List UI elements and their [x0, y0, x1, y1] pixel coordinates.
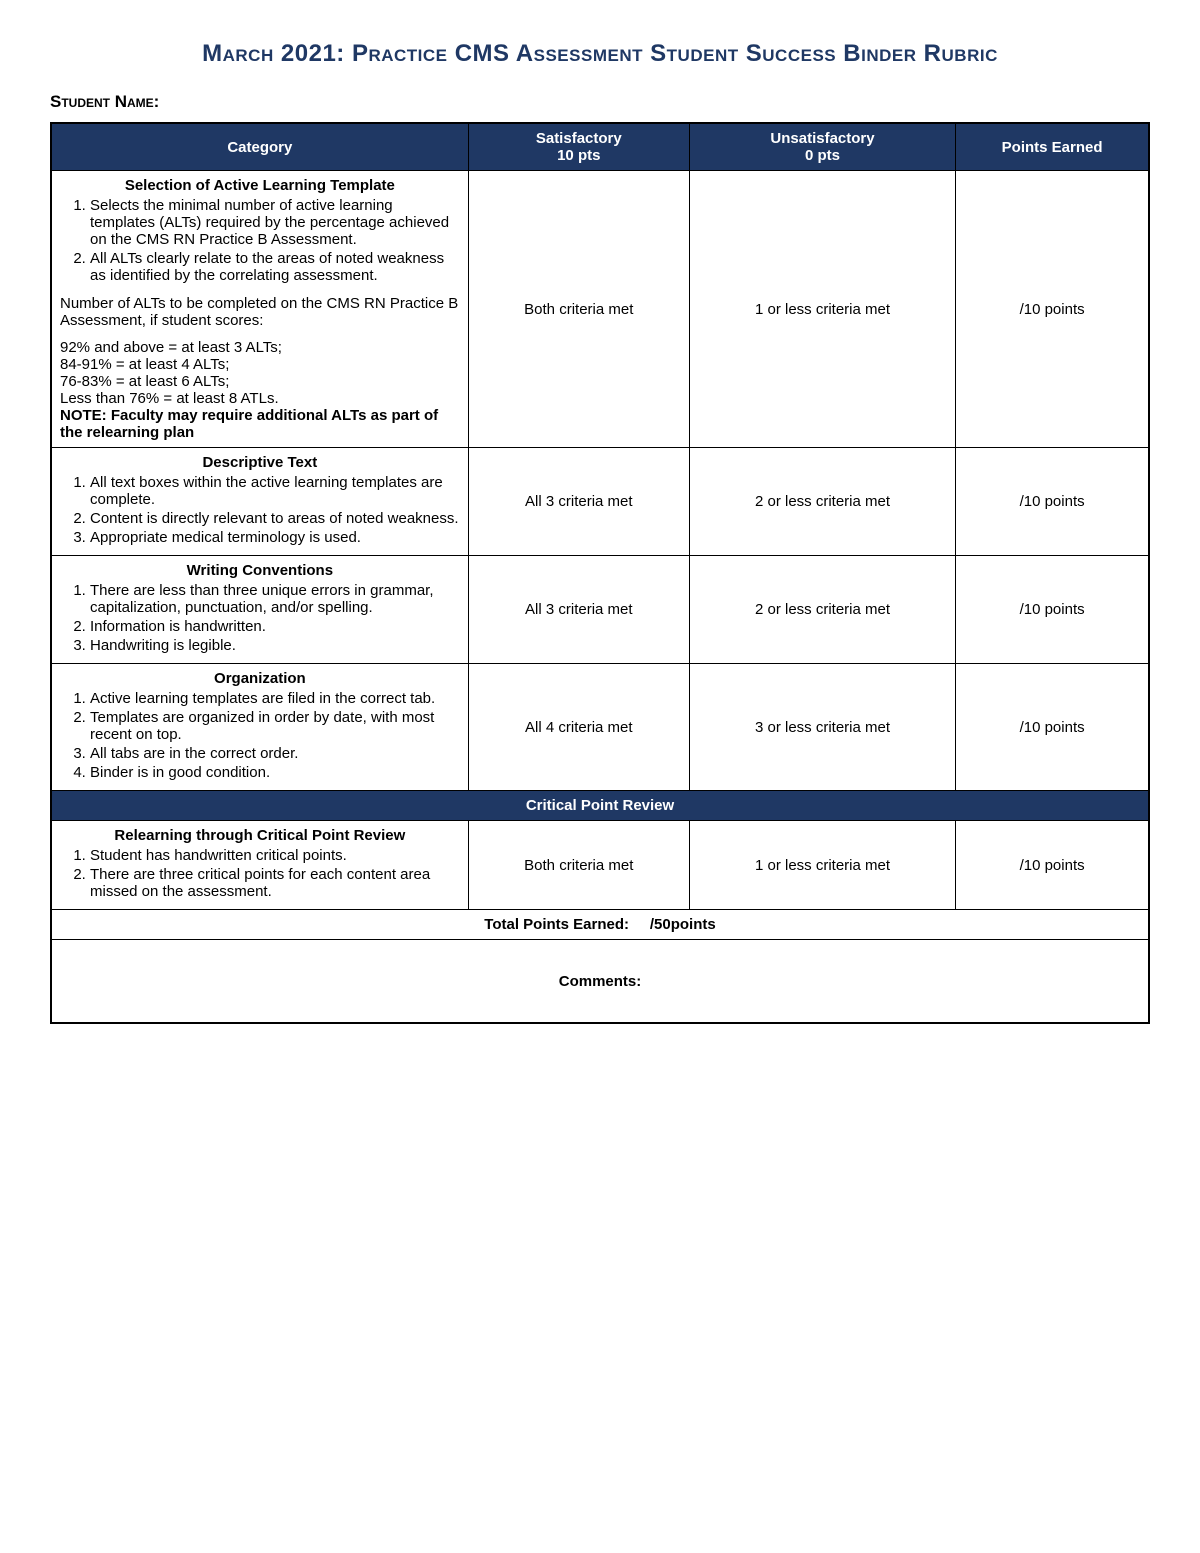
extra-line: 92% and above = at least 3 ALTs; [60, 339, 460, 356]
criteria-item: There are three critical points for each… [90, 865, 460, 901]
rubric-table: Category Satisfactory10 pts Unsatisfacto… [50, 122, 1150, 1024]
category-title: Descriptive Text [60, 454, 460, 471]
header-unsatisfactory: Unsatisfactory0 pts [689, 123, 955, 171]
category-note: NOTE: Faculty may require additional ALT… [60, 407, 460, 441]
page-title: March 2021: Practice CMS Assessment Stud… [50, 40, 1150, 68]
table-row: Writing Conventions There are less than t… [51, 556, 1149, 664]
category-cell: Selection of Active Learning Template Sel… [51, 171, 468, 448]
category-cell: Descriptive Text All text boxes within th… [51, 448, 468, 556]
points-cell: /10 points [956, 448, 1149, 556]
total-label: Total Points Earned: [484, 916, 629, 933]
criteria-item: Information is handwritten. [90, 617, 460, 636]
extra-heading: Number of ALTs to be completed on the CM… [60, 295, 460, 329]
criteria-item: Content is directly relevant to areas of… [90, 509, 460, 528]
category-title: Writing Conventions [60, 562, 460, 579]
points-cell: /10 points [956, 821, 1149, 910]
category-cell: Organization Active learning templates ar… [51, 664, 468, 791]
total-row: Total Points Earned: /50points [51, 910, 1149, 940]
unsatisfactory-cell: 1 or less criteria met [689, 821, 955, 910]
points-cell: /10 points [956, 171, 1149, 448]
divider-label: Critical Point Review [51, 791, 1149, 821]
criteria-item: Binder is in good condition. [90, 763, 460, 782]
table-row: Selection of Active Learning Template Sel… [51, 171, 1149, 448]
table-row: Organization Active learning templates ar… [51, 664, 1149, 791]
satisfactory-cell: All 3 criteria met [468, 448, 689, 556]
criteria-item: All text boxes within the active learnin… [90, 473, 460, 509]
category-cell: Relearning through Critical Point Review… [51, 821, 468, 910]
criteria-item: There are less than three unique errors … [90, 581, 460, 617]
category-title: Relearning through Critical Point Review [60, 827, 460, 844]
criteria-item: Selects the minimal number of active lea… [90, 196, 460, 249]
satisfactory-cell: All 4 criteria met [468, 664, 689, 791]
unsatisfactory-cell: 3 or less criteria met [689, 664, 955, 791]
table-row: Relearning through Critical Point Review… [51, 821, 1149, 910]
points-cell: /10 points [956, 664, 1149, 791]
comments-cell: Comments: [51, 940, 1149, 1024]
criteria-item: Handwriting is legible. [90, 636, 460, 655]
criteria-item: All ALTs clearly relate to the areas of … [90, 249, 460, 285]
table-row: Descriptive Text All text boxes within th… [51, 448, 1149, 556]
unsatisfactory-cell: 2 or less criteria met [689, 556, 955, 664]
total-value: /50points [650, 916, 716, 933]
unsatisfactory-cell: 1 or less criteria met [689, 171, 955, 448]
header-satisfactory: Satisfactory10 pts [468, 123, 689, 171]
criteria-item: Templates are organized in order by date… [90, 708, 460, 744]
satisfactory-cell: All 3 criteria met [468, 556, 689, 664]
header-points-earned: Points Earned [956, 123, 1149, 171]
points-cell: /10 points [956, 556, 1149, 664]
extra-line: 76-83% = at least 6 ALTs; [60, 373, 460, 390]
criteria-item: Appropriate medical terminology is used. [90, 528, 460, 547]
section-divider: Critical Point Review [51, 791, 1149, 821]
satisfactory-cell: Both criteria met [468, 171, 689, 448]
criteria-item: Active learning templates are filed in t… [90, 689, 460, 708]
criteria-item: Student has handwritten critical points. [90, 846, 460, 865]
category-title: Organization [60, 670, 460, 687]
total-cell: Total Points Earned: /50points [51, 910, 1149, 940]
satisfactory-cell: Both criteria met [468, 821, 689, 910]
student-name-label: Student Name: [50, 92, 1150, 112]
comments-row: Comments: [51, 940, 1149, 1024]
extra-line: Less than 76% = at least 8 ATLs. [60, 390, 460, 407]
criteria-item: All tabs are in the correct order. [90, 744, 460, 763]
extra-line: 84-91% = at least 4 ALTs; [60, 356, 460, 373]
category-title: Selection of Active Learning Template [60, 177, 460, 194]
category-cell: Writing Conventions There are less than t… [51, 556, 468, 664]
unsatisfactory-cell: 2 or less criteria met [689, 448, 955, 556]
header-category: Category [51, 123, 468, 171]
